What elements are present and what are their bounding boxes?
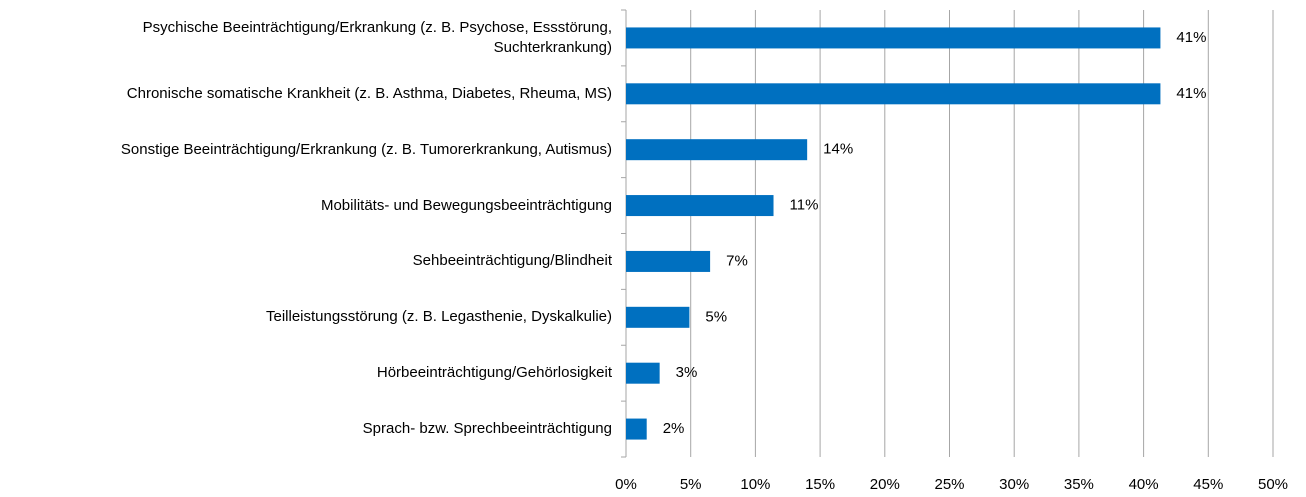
category-label: Sprach- bzw. Sprechbeeinträchtigung [362,420,612,438]
data-label: 2% [663,420,685,437]
data-label: 11% [790,197,819,214]
category-label: Mobilitäts- und Bewegungsbeeinträchtigun… [320,196,612,214]
x-tick-label: 5% [680,476,702,493]
category-label: Psychische Beeinträchtigung/Erkrankung (… [142,18,612,56]
x-tick-label: 30% [999,476,1029,493]
x-tick-label: 40% [1129,476,1159,493]
bar [626,306,690,328]
bar [626,139,808,161]
category-label: Sehbeeinträchtigung/Blindheit [412,252,612,270]
data-label: 41% [1176,29,1206,46]
bar [626,83,1161,105]
data-label: 41% [1176,85,1206,102]
bar [626,27,1161,49]
bar [626,362,660,384]
x-tick-label: 25% [934,476,964,493]
data-label: 7% [726,252,748,269]
x-tick-label: 15% [805,476,835,493]
data-label: 14% [823,141,853,158]
data-label: 5% [705,308,727,325]
data-label: 3% [676,364,698,381]
x-tick-label: 0% [615,476,637,493]
bar [626,195,774,217]
category-label: Teilleistungsstörung (z. B. Legasthenie,… [265,308,612,326]
bar [626,250,711,272]
x-tick-label: 50% [1258,476,1288,493]
x-tick-label: 45% [1193,476,1223,493]
x-tick-label: 35% [1064,476,1094,493]
category-label: Hörbeeinträchtigung/Gehörlosigkeit [376,364,612,382]
bar [626,418,647,440]
x-tick-label: 20% [870,476,900,493]
x-tick-label: 10% [740,476,770,493]
category-label: Chronische somatische Krankheit (z. B. A… [126,84,612,102]
category-label: Sonstige Beeinträchtigung/Erkrankung (z.… [120,140,612,158]
